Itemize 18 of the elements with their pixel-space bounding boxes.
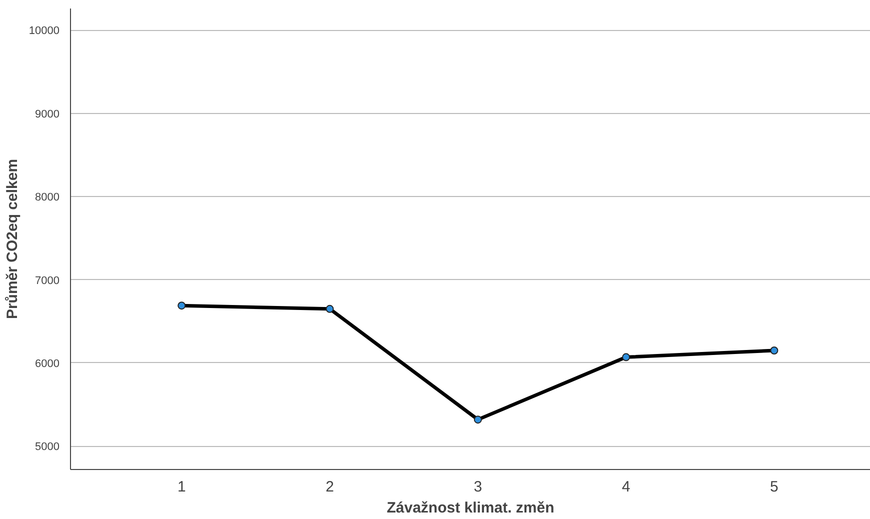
point [622, 353, 630, 362]
point [474, 416, 482, 424]
point [326, 304, 334, 313]
y-tick-label: 9000 [35, 108, 60, 120]
x-tick-label: 5 [770, 478, 778, 496]
x-tick-label: 1 [177, 478, 186, 496]
x-axis-title: Závažnost klimat. změn [386, 500, 554, 516]
y-tick-label: 7000 [35, 274, 60, 287]
y-tick-label: 10000 [28, 25, 60, 38]
y-tick-label: 6000 [35, 358, 60, 370]
y-tick-label: 5000 [35, 441, 60, 454]
x-tick-label: 4 [622, 478, 630, 496]
y-tick-label: 8000 [35, 192, 60, 204]
x-tick-label: 3 [474, 478, 482, 496]
point [770, 346, 778, 354]
y-axis-title: Průměr CO2eq celkem [4, 158, 21, 320]
point [178, 302, 186, 310]
x-tick-label: 2 [326, 478, 334, 496]
